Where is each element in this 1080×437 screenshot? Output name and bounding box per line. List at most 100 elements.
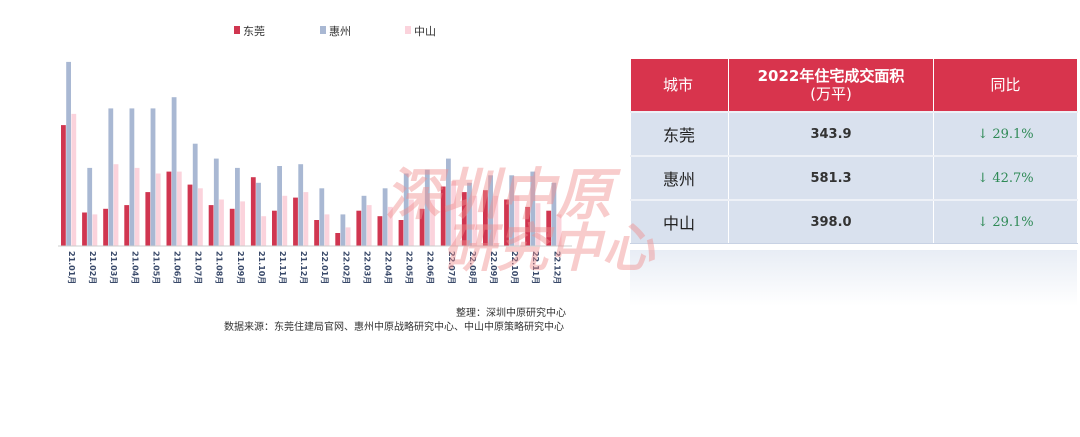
bar-惠州-21.05月: [150, 108, 156, 247]
header-yoy: 同比: [933, 58, 1078, 113]
bar-惠州-22.05月: [403, 173, 409, 246]
bar-惠州-22.03月: [361, 195, 367, 246]
bar-东莞-22.10月: [504, 199, 509, 246]
x-tick-label: 22.01月: [320, 251, 329, 284]
bar-东莞-21.03月: [103, 208, 108, 246]
header-area: 2022年住宅成交面积 (万平): [728, 58, 934, 113]
x-tick-label: 21.08月: [215, 251, 224, 284]
table-row: 东莞 343.9 ↓ 29.1%: [630, 111, 1078, 157]
header-city: 城市: [630, 58, 729, 113]
bar-东莞-21.09月: [229, 208, 235, 246]
x-tick-label: 22.08月: [468, 251, 477, 284]
bar-中山-21.03月: [113, 164, 119, 246]
bar-东莞-22.06月: [419, 208, 425, 246]
x-tick-label: 21.12月: [299, 251, 308, 284]
bar-中山-21.06月: [176, 171, 182, 246]
bar-东莞-21.02月: [82, 212, 87, 246]
bar-惠州-22.09月: [488, 175, 493, 246]
bar-东莞-22.09月: [483, 190, 488, 246]
bar-中山-22.02月: [345, 227, 351, 246]
bar-东莞-21.11月: [272, 210, 277, 246]
legend-swatch-中山: [405, 26, 411, 34]
watermark-line1: 深圳中原: [385, 163, 613, 228]
bar-东莞-21.05月: [145, 192, 151, 246]
bar-惠州-21.10月: [256, 182, 261, 246]
bar-中山-21.11月: [282, 195, 288, 246]
bar-中山-22.01月: [324, 214, 330, 246]
row-yoy: ↓ 29.1%: [933, 111, 1078, 157]
x-tick-label: 21.01月: [67, 251, 76, 284]
bar-惠州-21.08月: [213, 158, 219, 246]
bar-东莞-22.12月: [546, 210, 552, 246]
x-tick-label: 21.11月: [278, 251, 287, 284]
source-note: 数据来源：东莞住建局官网、惠州中原战略研究中心、中山中原策略研究中心: [224, 322, 564, 333]
bar-东莞-21.07月: [187, 184, 193, 246]
bar-惠州-22.07月: [446, 158, 451, 246]
bar-东莞-21.08月: [208, 205, 214, 246]
bar-东莞-21.12月: [293, 197, 298, 246]
bar-惠州-21.12月: [298, 164, 304, 246]
row-area: 581.3: [728, 155, 934, 201]
x-tick-label: 22.05月: [405, 251, 414, 284]
legend-swatch-东莞: [234, 26, 240, 34]
bar-东莞-22.05月: [398, 220, 404, 246]
bar-中山-22.07月: [451, 180, 456, 246]
bar-中山-22.12月: [556, 214, 562, 246]
legend-label-中山: 中山: [414, 25, 436, 38]
x-tick-label: 22.07月: [447, 251, 456, 284]
down-arrow-icon: ↓: [977, 214, 989, 230]
bar-中山-22.06月: [430, 199, 435, 246]
chart-bars: [61, 61, 562, 247]
row-city: 东莞: [630, 111, 729, 157]
bar-惠州-21.01月: [66, 61, 71, 247]
x-tick-label: 22.03月: [362, 251, 371, 284]
bar-惠州-22.04月: [382, 188, 388, 246]
x-tick-label: 22.06月: [426, 251, 435, 284]
bar-chart: 东莞 惠州 中山 21.01月 21.02月 21.03月 21.04月 21.05月 21.…: [58, 24, 572, 284]
row-yoy: ↓ 42.7%: [933, 155, 1078, 201]
bar-中山-21.05月: [155, 173, 161, 246]
bar-惠州-21.03月: [108, 108, 114, 247]
bar-中山-22.08月: [472, 195, 478, 246]
row-area: 343.9: [728, 111, 934, 157]
bar-中山-22.03月: [366, 205, 372, 246]
x-tick-label: 22.11月: [531, 251, 540, 284]
legend-swatch-惠州: [320, 26, 326, 34]
bar-东莞-21.10月: [250, 177, 256, 246]
row-area: 398.0: [728, 199, 934, 244]
table-header-row: 城市 2022年住宅成交面积 (万平) 同比: [630, 58, 1078, 113]
row-city: 中山: [630, 199, 729, 244]
table-row: 中山 398.0 ↓ 29.1%: [630, 199, 1078, 244]
x-tick-label: 21.05月: [151, 251, 160, 284]
table-reflection-fade: [630, 250, 1077, 306]
row-yoy-value: 42.7%: [992, 170, 1034, 186]
bar-惠州-21.02月: [87, 167, 93, 246]
bar-中山-22.09月: [493, 195, 499, 246]
bar-东莞-21.04月: [124, 205, 130, 246]
watermark-line2: 研究中心: [443, 219, 656, 279]
x-tick-label: 21.03月: [109, 251, 118, 284]
bar-中山-21.07月: [198, 188, 203, 246]
bar-中山-21.01月: [71, 113, 77, 247]
row-yoy-value: 29.1%: [992, 214, 1034, 230]
x-tick-label: 22.09月: [489, 251, 498, 284]
header-area-unit: (万平): [810, 85, 852, 103]
bar-惠州-21.09月: [235, 167, 240, 246]
bar-中山-22.05月: [409, 199, 414, 246]
bar-惠州-22.02月: [340, 214, 346, 246]
x-tick-label: 21.04月: [130, 251, 139, 284]
bar-中山-21.04月: [134, 167, 140, 246]
bar-惠州-21.07月: [192, 143, 198, 246]
x-tick-label: 21.10月: [257, 251, 266, 284]
bar-东莞-21.01月: [61, 125, 66, 246]
x-tick-label: 22.12月: [552, 251, 561, 284]
bar-惠州-21.04月: [129, 108, 135, 247]
x-tick-label: 21.06月: [173, 251, 182, 284]
x-tick-label: 21.09月: [236, 251, 245, 284]
x-tick-label: 21.07月: [194, 251, 203, 284]
bar-惠州-22.01月: [319, 188, 325, 246]
bar-惠州-21.11月: [277, 166, 282, 246]
row-city: 惠州: [630, 155, 729, 201]
bar-东莞-21.06月: [166, 171, 172, 246]
row-yoy: ↓ 29.1%: [933, 199, 1078, 244]
